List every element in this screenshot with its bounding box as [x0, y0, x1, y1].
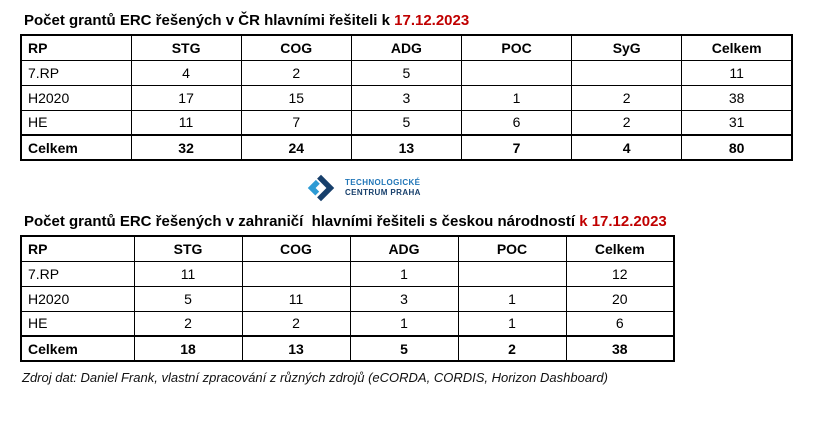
cell: 5 [350, 109, 462, 136]
cell: 2 [571, 109, 683, 136]
table2-col-cog: COG [241, 235, 351, 262]
cell: 2 [240, 59, 352, 86]
table2-header-row: RP STG COG ADG POC Celkem [20, 235, 675, 262]
total-label: Celkem [20, 335, 135, 362]
cell: 1 [460, 84, 573, 111]
cell: 6 [460, 109, 573, 136]
cell: 12 [565, 260, 675, 287]
table-grants-abroad: RP STG COG ADG POC Celkem 7.RP 11 1 12 H… [20, 235, 675, 362]
table2-title-date: k 17.12.2023 [579, 213, 667, 230]
cell: 11 [681, 59, 793, 86]
cell: 11 [241, 285, 351, 312]
row-label: 7.RP [20, 59, 132, 86]
row-label: HE [20, 109, 132, 136]
cell [457, 260, 567, 287]
total-cell: 4 [571, 134, 683, 161]
table1-total-row: Celkem 32 24 13 7 4 80 [20, 134, 793, 161]
cell: 1 [349, 310, 459, 337]
table2-title-text: Počet grantů ERC řešených v zahraničí hl… [24, 213, 576, 230]
table2-row-h2020: H2020 5 11 3 1 20 [20, 285, 675, 312]
table1-col-poc: POC [460, 34, 573, 61]
table1-row-h2020: H2020 17 15 3 1 2 38 [20, 84, 793, 111]
table2-title: Počet grantů ERC řešených v zahraničí hl… [24, 213, 795, 230]
cell: 6 [565, 310, 675, 337]
table1-title: Počet grantů ERC řešených v ČR hlavními … [24, 12, 795, 29]
table1-col-adg: ADG [350, 34, 462, 61]
table1-title-text: Počet grantů ERC řešených v ČR hlavními … [24, 12, 390, 29]
row-label: 7.RP [20, 260, 135, 287]
table1-col-rp: RP [20, 34, 132, 61]
cell: 3 [349, 285, 459, 312]
table2-total-row: Celkem 18 13 5 2 38 [20, 335, 675, 362]
cell: 3 [350, 84, 462, 111]
cell: 1 [349, 260, 459, 287]
cell: 7 [240, 109, 352, 136]
cell: 1 [457, 310, 567, 337]
total-cell: 24 [240, 134, 352, 161]
logo-line2: CENTRUM PRAHA [345, 188, 421, 197]
table-grants-in-cr: RP STG COG ADG POC SyG Celkem 7.RP 4 2 5… [20, 34, 793, 161]
total-cell: 7 [460, 134, 573, 161]
total-cell: 80 [681, 134, 793, 161]
cell: 15 [240, 84, 352, 111]
total-cell: 38 [565, 335, 675, 362]
tc-logo-wordmark: TECHNOLOGICKÉ CENTRUM PRAHA [345, 178, 421, 199]
page: Počet grantů ERC řešených v ČR hlavními … [20, 12, 795, 385]
cell [460, 59, 573, 86]
table2-col-adg: ADG [349, 235, 459, 262]
table2-row-he: HE 2 2 1 1 6 [20, 310, 675, 337]
total-cell: 13 [350, 134, 462, 161]
table1-col-stg: STG [130, 34, 242, 61]
tc-praha-logo: TECHNOLOGICKÉ CENTRUM PRAHA [304, 170, 795, 206]
cell: 4 [130, 59, 242, 86]
cell: 20 [565, 285, 675, 312]
cell: 5 [350, 59, 462, 86]
table1-col-celkem: Celkem [681, 34, 793, 61]
row-label: H2020 [20, 84, 132, 111]
row-label: H2020 [20, 285, 135, 312]
total-label: Celkem [20, 134, 132, 161]
cell: 31 [681, 109, 793, 136]
source-note: Zdroj dat: Daniel Frank, vlastní zpracov… [22, 370, 608, 385]
cell: 2 [133, 310, 243, 337]
total-cell: 32 [130, 134, 242, 161]
table2-col-poc: POC [457, 235, 567, 262]
logo-line1: TECHNOLOGICKÉ [345, 177, 421, 187]
total-cell: 5 [349, 335, 459, 362]
cell: 1 [457, 285, 567, 312]
total-cell: 13 [241, 335, 351, 362]
cell: 11 [133, 260, 243, 287]
cell: 2 [571, 84, 683, 111]
cell: 5 [133, 285, 243, 312]
table2-col-stg: STG [133, 235, 243, 262]
table1-row-he: HE 11 7 5 6 2 31 [20, 109, 793, 136]
cell: 11 [130, 109, 242, 136]
table2-col-celkem: Celkem [565, 235, 675, 262]
tc-diamond-logo-icon [307, 174, 335, 202]
table1-title-date: 17.12.2023 [394, 12, 470, 29]
cell [241, 260, 351, 287]
table1-row-7rp: 7.RP 4 2 5 11 [20, 59, 793, 86]
cell: 38 [681, 84, 793, 111]
total-cell: 18 [133, 335, 243, 362]
table1-col-syg: SyG [571, 34, 683, 61]
table2-row-7rp: 7.RP 11 1 12 [20, 260, 675, 287]
row-label: HE [20, 310, 135, 337]
table2-col-rp: RP [20, 235, 135, 262]
cell: 17 [130, 84, 242, 111]
cell [571, 59, 683, 86]
table1-col-cog: COG [240, 34, 352, 61]
table1-header-row: RP STG COG ADG POC SyG Celkem [20, 34, 793, 61]
cell: 2 [241, 310, 351, 337]
total-cell: 2 [457, 335, 567, 362]
